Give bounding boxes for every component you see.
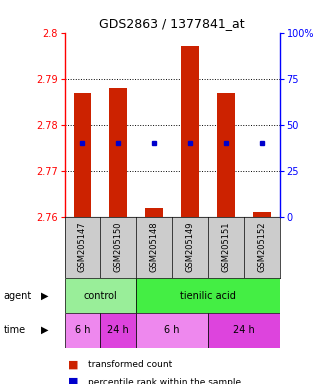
Text: tienilic acid: tienilic acid — [180, 291, 236, 301]
Bar — [253, 212, 271, 217]
Bar — [145, 208, 163, 217]
Bar — [100, 313, 136, 348]
Bar — [217, 93, 235, 217]
Bar — [181, 46, 199, 217]
Text: time: time — [3, 325, 25, 335]
Text: 24 h: 24 h — [233, 325, 255, 335]
Text: GSM205150: GSM205150 — [114, 221, 123, 272]
Text: 6 h: 6 h — [75, 325, 90, 335]
Bar — [65, 313, 100, 348]
Text: control: control — [83, 291, 117, 301]
Text: GSM205152: GSM205152 — [257, 221, 266, 272]
Title: GDS2863 / 1377841_at: GDS2863 / 1377841_at — [99, 17, 245, 30]
Text: GSM205148: GSM205148 — [150, 221, 159, 272]
Bar — [208, 313, 280, 348]
Text: ▶: ▶ — [41, 291, 48, 301]
Text: ■: ■ — [68, 360, 78, 370]
Bar — [73, 93, 91, 217]
Bar — [136, 313, 208, 348]
Text: 24 h: 24 h — [108, 325, 129, 335]
Text: GSM205151: GSM205151 — [221, 221, 230, 272]
Text: GSM205149: GSM205149 — [186, 221, 195, 272]
Text: percentile rank within the sample: percentile rank within the sample — [88, 377, 241, 384]
Bar — [136, 278, 280, 313]
Bar — [109, 88, 127, 217]
Text: ▶: ▶ — [41, 325, 48, 335]
Text: GSM205147: GSM205147 — [78, 221, 87, 272]
Text: ■: ■ — [68, 377, 78, 384]
Text: 6 h: 6 h — [165, 325, 180, 335]
Text: transformed count: transformed count — [88, 360, 172, 369]
Text: agent: agent — [3, 291, 31, 301]
Bar — [65, 278, 136, 313]
